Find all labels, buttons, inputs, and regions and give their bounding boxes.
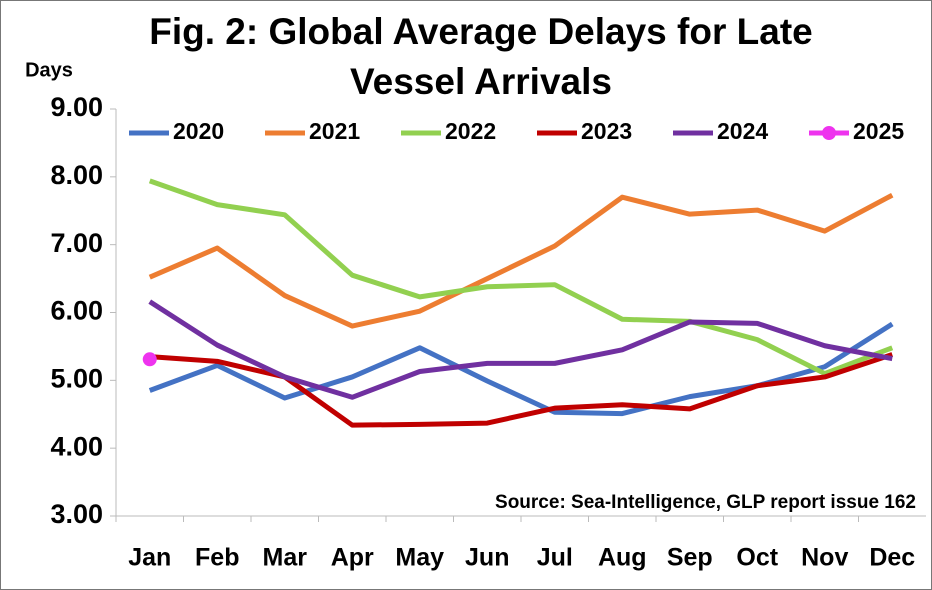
y-axis-label: Days: [25, 59, 73, 81]
x-tick-label: Apr: [331, 544, 374, 572]
x-tick-label: Oct: [736, 544, 778, 572]
legend-label: 2023: [581, 118, 632, 144]
series-line: [148, 192, 894, 329]
legend-label: 2024: [717, 118, 768, 144]
y-tick-label: 9.00: [50, 92, 103, 122]
chart-title: Fig. 2: Global Average Delays for Late V…: [149, 11, 813, 102]
y-tick-label: 5.00: [50, 363, 103, 393]
y-tick-label: 3.00: [50, 499, 103, 529]
series-marker: [142, 352, 157, 367]
legend-label: 2025: [853, 118, 904, 144]
x-tick-label: Jul: [537, 544, 573, 572]
series-line: [148, 178, 894, 377]
x-tick-label: Mar: [263, 544, 308, 572]
legend-marker: [822, 126, 836, 140]
series-line: [148, 299, 893, 400]
y-tick-label: 4.00: [50, 431, 103, 461]
x-tick-label: Feb: [195, 544, 239, 572]
y-tick-label: 8.00: [50, 160, 103, 190]
y-tick-label: 6.00: [50, 296, 103, 326]
legend-label: 2021: [309, 118, 360, 144]
legend-label: 2022: [445, 118, 496, 144]
x-tick-label: Jun: [465, 544, 509, 572]
x-tick-label: May: [395, 544, 444, 572]
series-line: [148, 321, 894, 417]
x-tick-label: Dec: [869, 544, 915, 572]
x-tick-label: Aug: [598, 544, 647, 572]
legend-label: 2020: [173, 118, 224, 144]
x-tick-label: Sep: [667, 544, 713, 572]
x-tick-label: Nov: [801, 544, 848, 572]
annotation: Source: Sea-Intelligence, GLP report iss…: [495, 492, 916, 513]
x-tick-label: Jan: [128, 544, 171, 572]
y-tick-label: 7.00: [50, 228, 103, 258]
